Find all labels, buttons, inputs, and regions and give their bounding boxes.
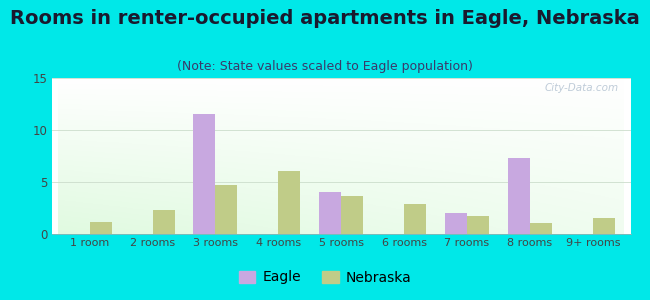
Bar	[341, 196, 363, 234]
Bar	[90, 221, 112, 234]
Text: (Note: State values scaled to Eagle population): (Note: State values scaled to Eagle popu…	[177, 60, 473, 73]
Bar	[404, 204, 426, 234]
Bar	[508, 158, 530, 234]
Bar	[216, 185, 237, 234]
Bar	[194, 114, 216, 234]
Text: Rooms in renter-occupied apartments in Eagle, Nebraska: Rooms in renter-occupied apartments in E…	[10, 9, 640, 28]
Bar	[530, 223, 552, 234]
Bar	[319, 192, 341, 234]
Bar	[467, 216, 489, 234]
Text: City-Data.com: City-Data.com	[545, 83, 619, 93]
Bar	[278, 171, 300, 234]
Bar	[153, 210, 175, 234]
Legend: Eagle, Nebraska: Eagle, Nebraska	[233, 265, 417, 290]
Bar	[593, 218, 615, 234]
Bar	[445, 213, 467, 234]
